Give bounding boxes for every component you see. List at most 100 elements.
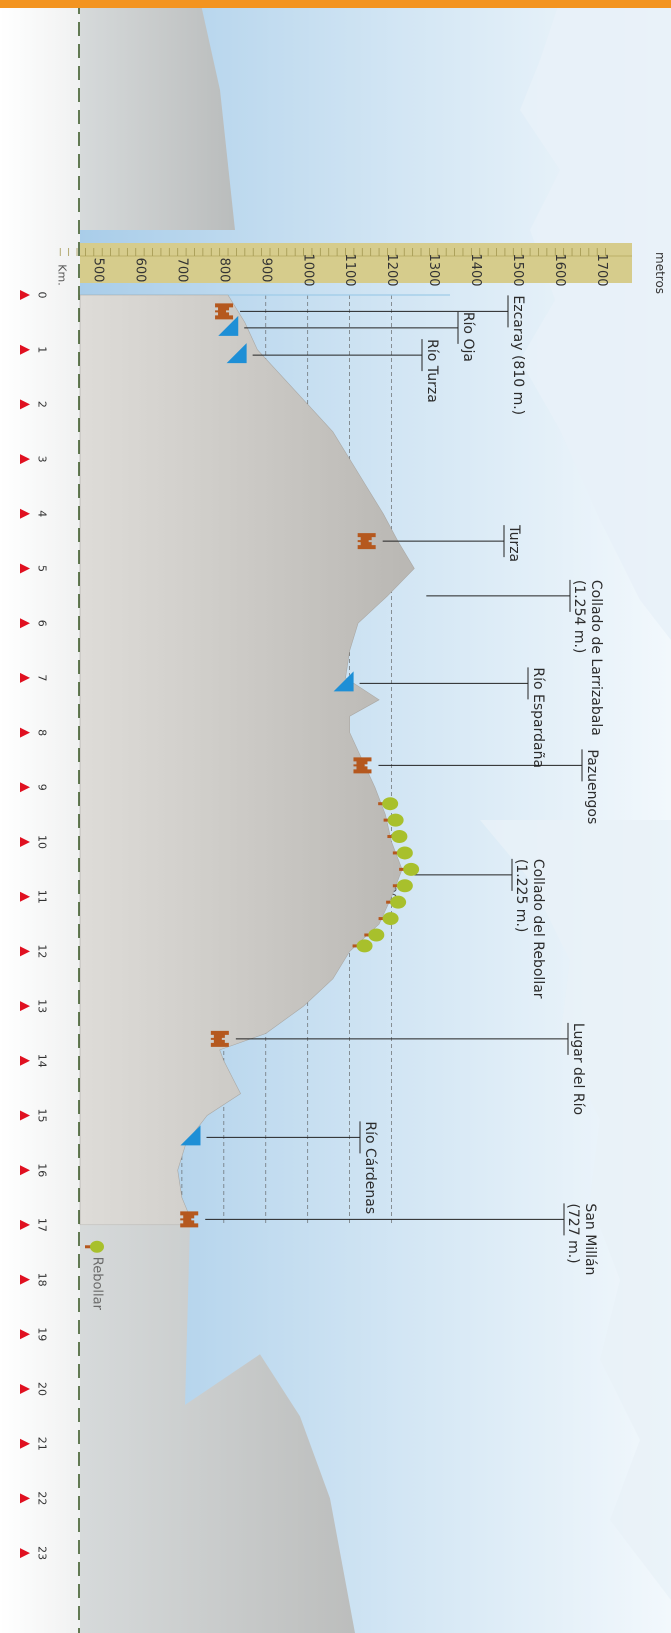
km-marker <box>20 618 30 629</box>
x-tick-label: 18 <box>36 1273 49 1287</box>
x-tick-label: 11 <box>36 890 49 904</box>
x-tick-label: 17 <box>36 1218 49 1232</box>
top-bar <box>0 0 671 8</box>
y-tick-label: 1500 <box>510 253 525 286</box>
km-marker <box>20 672 30 683</box>
annotation-label: Ezcaray (810 m.) <box>510 295 526 415</box>
river-icon <box>218 315 239 336</box>
x-tick-label: 12 <box>36 944 49 958</box>
profile-before-start <box>80 0 235 230</box>
km-marker <box>20 1329 30 1340</box>
y-tick-label: 1000 <box>300 253 315 286</box>
tree-crown <box>368 928 385 942</box>
annotation-label: Collado de Larrizabala <box>588 580 604 736</box>
km-marker <box>20 1055 30 1066</box>
tree-crown <box>356 939 373 953</box>
x-tick-label: 22 <box>36 1491 49 1505</box>
town-icon <box>215 303 234 320</box>
town-icon <box>210 1030 229 1047</box>
river-icon <box>226 343 247 364</box>
km-marker <box>20 290 30 300</box>
x-tick-label: 9 <box>36 784 49 791</box>
town-icon <box>353 757 372 774</box>
tree-crown <box>387 813 404 827</box>
ruler-band <box>80 243 632 283</box>
annotation-label: Collado del Rebollar <box>530 859 546 999</box>
x-tick-label: 4 <box>36 510 49 517</box>
km-marker <box>20 727 30 738</box>
left-strip <box>0 0 80 1633</box>
tree-crown <box>390 895 407 909</box>
annotation-label: San Millán <box>582 1203 598 1275</box>
x-tick-label: 0 <box>36 292 49 299</box>
x-tick-label: 14 <box>36 1054 49 1068</box>
y-tick-label: 600 <box>132 258 147 283</box>
annotation-label: Lugar del Río <box>570 1023 586 1115</box>
annotation-label: Río Cárdenas <box>362 1121 378 1214</box>
x-tick-label: 15 <box>36 1109 49 1123</box>
legend: Rebollar <box>85 1240 105 1311</box>
km-marker <box>20 1110 30 1121</box>
annotation-label: Pazuengos <box>584 749 600 824</box>
profile <box>79 0 415 1633</box>
profile-after-finish <box>80 1224 355 1633</box>
km-marker <box>20 1493 30 1504</box>
km-marker <box>20 1274 30 1285</box>
annotation-sublabel: (1.225 m.) <box>513 859 529 933</box>
x-tick-label: 16 <box>36 1163 49 1177</box>
y-tick-label: 800 <box>216 258 231 283</box>
km-marker <box>20 837 30 847</box>
y-tick-label: 500 <box>91 258 106 283</box>
km-marker <box>20 454 30 465</box>
x-tick-label: 23 <box>36 1546 49 1560</box>
annotation-label: Río Turza <box>424 339 440 403</box>
annotation-label: Río Espardaña <box>530 667 546 768</box>
km-marker <box>20 891 30 902</box>
y-tick-label: 1200 <box>384 253 399 286</box>
x-tick-label: 13 <box>36 999 49 1013</box>
legend-label: Rebollar <box>90 1257 105 1311</box>
river-icon <box>333 671 354 692</box>
km-marker <box>20 1165 30 1176</box>
x-tick-label: 21 <box>36 1437 49 1451</box>
forest <box>352 797 420 953</box>
y-tick-label: 1300 <box>426 253 441 286</box>
legend-tree-icon <box>90 1240 104 1253</box>
x-tick-label: 7 <box>36 674 49 681</box>
x-unit-label: Km. <box>56 264 69 285</box>
annotation-label: Río Oja <box>460 312 476 362</box>
y-tick-label: 1100 <box>342 253 357 286</box>
tree-crown <box>382 797 399 811</box>
annotation-label: Turza <box>506 524 522 562</box>
tree-crown <box>403 862 420 876</box>
y-tick-label: 900 <box>258 258 273 283</box>
town-icon <box>357 533 376 550</box>
y-tick-label: 700 <box>174 258 189 283</box>
y-tick-label: 1700 <box>594 253 609 286</box>
town-icon <box>180 1211 199 1228</box>
x-tick-label: 5 <box>36 565 49 572</box>
tree-crown <box>396 846 413 860</box>
km-marker <box>20 1438 30 1449</box>
km-marker <box>20 1548 30 1559</box>
annotations: Ezcaray (810 m.) Río Oja Río Turza Turza Col… <box>180 295 604 1275</box>
km-marker <box>20 1384 30 1394</box>
legend-tree-trunk <box>85 1245 93 1249</box>
x-tick-label: 2 <box>36 401 49 408</box>
x-tick-label: 10 <box>36 835 49 849</box>
y-unit-label: metros <box>653 252 667 294</box>
x-tick-label: 19 <box>36 1327 49 1341</box>
km-marker <box>20 508 30 519</box>
tree-crown <box>391 830 408 844</box>
y-tick-label: 1400 <box>468 253 483 286</box>
background-mountains-2 <box>480 820 671 1600</box>
y-tick-label: 1600 <box>552 253 567 286</box>
x-tick-label: 1 <box>36 346 49 353</box>
x-tick-label: 20 <box>36 1382 49 1396</box>
km-marker <box>20 399 30 410</box>
annotation-sublabel: (1.254 m.) <box>571 580 587 654</box>
annotation-sublabel: (727 m.) <box>565 1203 581 1263</box>
